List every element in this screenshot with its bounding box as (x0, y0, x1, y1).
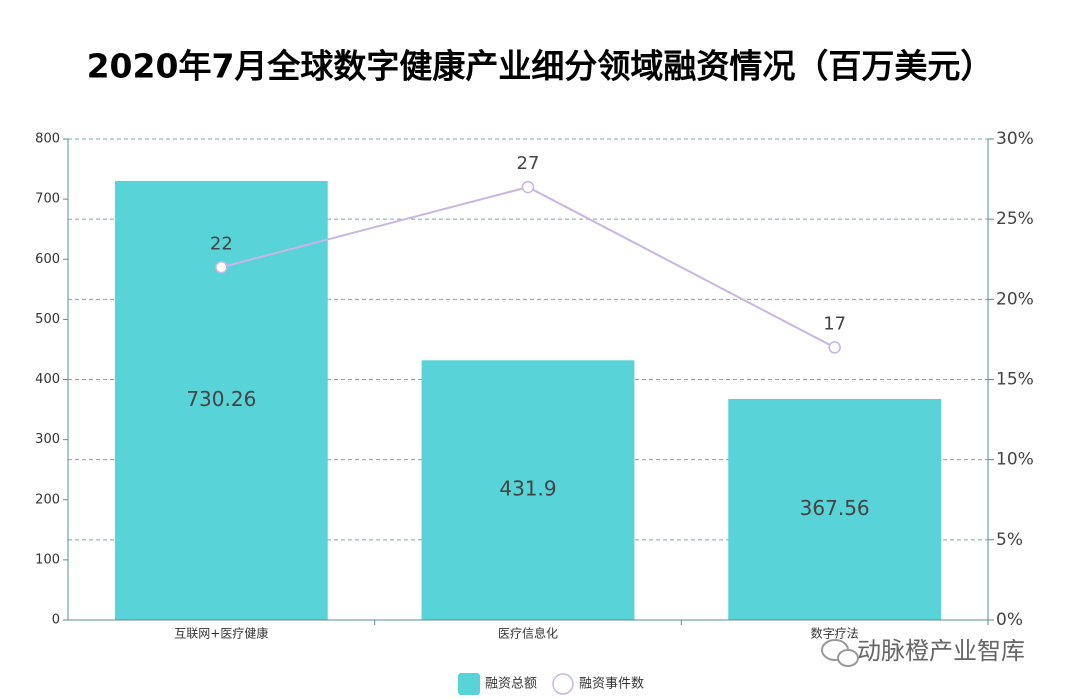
y2-tick-label: 15% (996, 370, 1034, 390)
y-tick-label: 300 (35, 432, 60, 447)
bar-value-label: 431.9 (499, 477, 556, 501)
legend-label: 融资事件数 (579, 677, 644, 692)
bar (421, 360, 635, 620)
y2-tick-label: 20% (996, 289, 1034, 309)
point-value-label: 22 (210, 233, 233, 254)
y2-tick-label: 0% (996, 610, 1023, 630)
y-tick-label: 200 (35, 492, 60, 507)
point (215, 261, 228, 274)
y-tick-label: 0 (52, 613, 60, 628)
y2-tick-label: 30% (996, 129, 1034, 149)
watermark: 动脉橙产业智库 (857, 637, 1025, 665)
x-tick-label: 互联网+医疗健康 (174, 626, 268, 641)
x-tick-label: 医疗信息化 (498, 626, 558, 641)
x-tick-label: 数字疗法 (811, 626, 859, 641)
point-value-label: 27 (517, 153, 540, 174)
y-tick-label: 600 (35, 252, 60, 267)
y-tick-label: 500 (35, 312, 60, 327)
watermark-icon (821, 639, 859, 667)
bar (114, 180, 328, 621)
point (828, 341, 841, 354)
point-value-label: 17 (823, 313, 846, 334)
y2-tick-label: 10% (996, 450, 1034, 470)
y-tick-label: 100 (35, 552, 60, 567)
y2-tick-label: 5% (996, 530, 1023, 550)
legend-swatch (458, 673, 480, 695)
y2-tick-label: 25% (996, 209, 1034, 229)
legend-swatch (552, 673, 574, 695)
point (521, 180, 535, 194)
bar-value-label: 367.56 (800, 496, 870, 520)
bar (728, 399, 942, 620)
bar-value-label: 730.26 (186, 387, 256, 411)
y-tick-label: 800 (35, 132, 60, 147)
y-tick-label: 700 (35, 192, 60, 207)
y-tick-label: 400 (35, 372, 60, 387)
chart-title: 2020年7月全球数字健康产业细分领域融资情况（百万美元） (87, 47, 994, 86)
legend-label: 融资总额 (485, 677, 537, 692)
